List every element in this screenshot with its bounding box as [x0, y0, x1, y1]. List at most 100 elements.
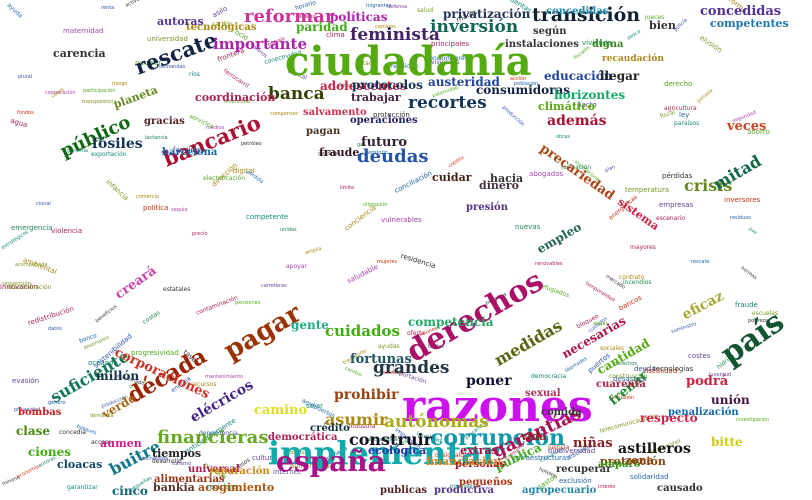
cloud-word: financiación [426, 455, 502, 468]
cloud-word-small: carbón [212, 21, 233, 28]
cloud-word: cuarenta [596, 379, 646, 390]
cloud-word-small: atajar [593, 321, 608, 327]
cloud-word: fraude [319, 146, 360, 159]
cloud-word-small: gas [357, 142, 366, 148]
cloud-word-small: universidad [147, 35, 188, 43]
cloud-word-small: exportación [91, 151, 127, 158]
cloud-word: instalaciones [505, 39, 579, 50]
cloud-word-small: ley [679, 111, 690, 119]
cloud-word: planeta [111, 83, 160, 112]
cloud-word: fortunas [350, 352, 412, 367]
cloud-word-small: garantizar [67, 484, 98, 491]
cloud-word: grandes [373, 358, 450, 378]
cloud-word: carencia [53, 47, 106, 60]
cloud-word-small: renovables [535, 261, 563, 267]
cloud-word: dinero [479, 179, 519, 192]
cloud-word: inversión [430, 17, 519, 37]
cloud-word: acogimiento [198, 481, 275, 494]
cloud-word-small: investigación [736, 417, 770, 423]
cloud-word-small: concedia [59, 429, 86, 436]
cloud-word: paridad [296, 20, 348, 34]
cloud-word-small: jueces [645, 14, 665, 21]
cloud-word: penalización [668, 407, 739, 418]
cloud-word: comida [541, 407, 582, 418]
cloud-word-small: desastres [613, 375, 647, 383]
cloud-word-small: inversores [724, 196, 761, 204]
cloud-word-small: precio [192, 231, 208, 237]
cloud-word-small: crédito [447, 154, 466, 170]
cloud-word-small: oligopolio [363, 202, 388, 208]
cloud-word-small: cional [36, 201, 51, 207]
cloud-word-small: construcción [609, 373, 648, 380]
cloud-word-small: temperatura [625, 186, 670, 194]
cloud-word-small: inclusión [612, 395, 635, 401]
cloud-word: sexual [525, 388, 561, 399]
cloud-word: implementar [268, 434, 499, 472]
cloud-word-small: limite [340, 185, 355, 191]
cloud-word-small: normas [739, 265, 758, 282]
cloud-word: bien [649, 19, 676, 32]
cloud-word-small: rendición [391, 63, 419, 70]
cloud-word-small: protección [373, 111, 410, 119]
cloud-word-small: juventud [709, 372, 732, 378]
cloud-word-small: plural [18, 74, 33, 80]
cloud-word-small: cultura [252, 454, 277, 462]
cloud-word-small: renta [101, 5, 115, 11]
cloud-word: amparo [598, 459, 641, 470]
cloud-word: fósiles [92, 136, 143, 152]
cloud-word-small: discriminación [8, 284, 52, 291]
cloud-word-small: tribunales [450, 484, 476, 490]
cloud-word: importante [213, 35, 307, 53]
cloud-word: autoras [157, 15, 204, 28]
cloud-word-small: mantenimiento [205, 374, 244, 380]
cloud-word: salvamento [303, 107, 367, 118]
cloud-word: prohibir [334, 387, 399, 403]
cloud-word: alimentarias [154, 474, 225, 485]
cloud-word-small: incendios [623, 279, 652, 286]
cloud-word: mitad [710, 151, 765, 194]
cloud-word: competentes [710, 17, 789, 30]
cloud-word-small: redistribución [26, 304, 75, 328]
cloud-word: austeridad [428, 75, 500, 89]
cloud-word-small: fiscal [659, 109, 677, 121]
cloud-word-small: océanos [88, 359, 118, 367]
cloud-word-small: saludable [345, 262, 380, 286]
cloud-word-small: consumidores [426, 55, 468, 62]
cloud-word-small: unidas [280, 227, 297, 233]
cloud-word-small: canales [296, 14, 316, 20]
cloud-word-small: principales [431, 40, 470, 48]
cloud-word-small: paz [747, 226, 759, 237]
cloud-word: digna [592, 39, 624, 50]
cloud-word-small: turismo [172, 461, 192, 467]
cloud-word: llegar [600, 69, 640, 83]
cloud-word: podrá [686, 374, 729, 389]
cloud-word-small: acceso [91, 439, 112, 446]
cloud-word-small: rescate [691, 259, 710, 265]
cloud-word-small: contrato [619, 274, 645, 281]
cloud-word-small: infancia [104, 177, 131, 203]
cloud-word-small: vulnerables [381, 216, 422, 224]
cloud-word-small: derecho [664, 80, 693, 88]
cloud-word: climático [538, 100, 596, 113]
cloud-word: educación [544, 69, 613, 83]
cloud-word: financieras [157, 427, 269, 448]
cloud-word: causado [657, 483, 703, 494]
cloud-word-small: conciencia [343, 203, 378, 233]
cloud-word: privatización [443, 7, 531, 21]
cloud-word: cuidados [325, 322, 400, 340]
cloud-word-small: solidaridad [630, 473, 669, 481]
cloud-word-small: riesgo [112, 81, 128, 87]
cloud-word: empleo [534, 219, 584, 257]
cloud-word: poner [466, 373, 512, 389]
cloud-word: universal [188, 464, 240, 475]
cloud-word-small: economía [15, 463, 41, 481]
cloud-word: sistema [615, 195, 662, 234]
cloud-word-small: estatales [163, 286, 191, 293]
cloud-word-small: cooperación [45, 90, 76, 96]
cloud-word-small: petróleo [241, 141, 262, 147]
cloud-word: hacia [490, 172, 524, 185]
cloud-word-small: derechos [614, 361, 637, 367]
cloud-word-small: tecnología [142, 456, 169, 462]
cloud-word-small: lactancia [145, 135, 168, 141]
